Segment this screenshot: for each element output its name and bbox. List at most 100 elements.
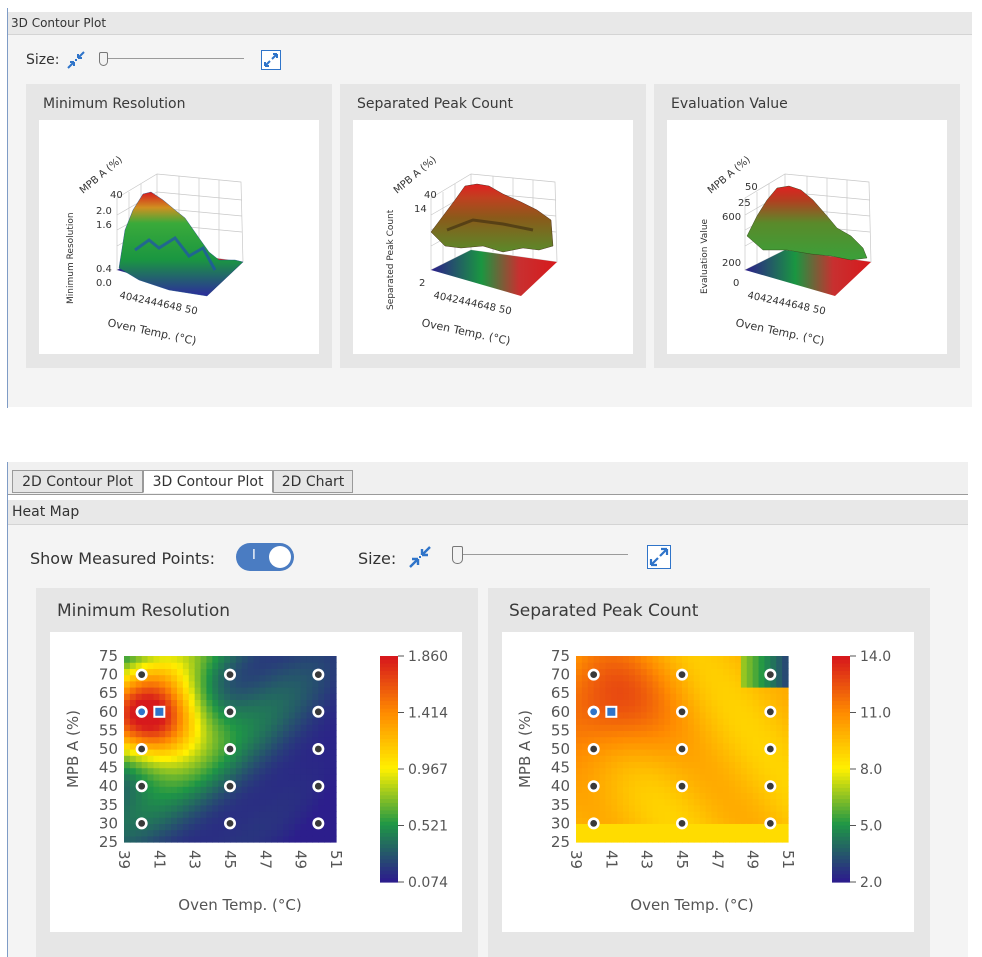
heatmap-cell xyxy=(247,699,255,707)
heatmap-area[interactable]: 75 70 65 60 55 50 45 40 35 30 25 39 41 43 45 47 49 51 MPB … xyxy=(502,632,914,932)
heatmap-cell xyxy=(617,724,624,731)
heatmap-cell xyxy=(634,773,642,781)
heatmap-cell xyxy=(746,724,754,731)
heatmap-cell xyxy=(746,699,754,707)
heatmap-cell xyxy=(200,662,208,669)
show-measured-points-toggle[interactable]: I xyxy=(236,543,294,571)
z-tick: 0.4 xyxy=(96,264,112,275)
heatmap-cell xyxy=(581,730,589,738)
heatmap-cell xyxy=(670,811,677,818)
heatmap-cell xyxy=(129,829,137,837)
heatmap-cell xyxy=(253,656,261,663)
colorbar-segment xyxy=(832,678,850,683)
x-ticks: 4042444648 50 xyxy=(432,290,512,317)
tab-2d-contour-plot[interactable]: 2D Contour Plot xyxy=(12,470,143,493)
heatmap-cell xyxy=(640,792,648,800)
heatmap-cell xyxy=(177,687,184,694)
bottom-size-slider-thumb[interactable] xyxy=(452,546,463,564)
heatmap-cell xyxy=(188,687,196,694)
heatmap-area[interactable]: 75 70 65 60 55 50 45 40 35 30 25 39 41 43 45 47 49 51 MPB … xyxy=(50,632,462,932)
heatmap-cell xyxy=(581,674,589,682)
heatmap-cell xyxy=(752,674,760,682)
heatmap-cell xyxy=(599,761,607,769)
heatmap-cell xyxy=(664,674,671,682)
heatmap-cell xyxy=(587,835,595,843)
heatmap-cell xyxy=(705,823,713,831)
heatmap-cell xyxy=(676,724,683,731)
heatmap-cell xyxy=(723,742,730,750)
heatmap-cell xyxy=(165,780,172,787)
heatmap-cell xyxy=(177,755,184,762)
heatmap-cell xyxy=(253,829,261,837)
heatmap-cell xyxy=(188,674,196,682)
heatmap-cell xyxy=(182,699,190,707)
heatmap-cell xyxy=(699,773,707,781)
heatmap-cell xyxy=(723,786,730,793)
heatmap-cell xyxy=(300,749,308,756)
heatmap-cell xyxy=(259,668,266,676)
heatmap-cell xyxy=(646,699,654,707)
plot-3d-area[interactable]: MPB A (%) 40 Separated Peak Count 14 2 4… xyxy=(353,120,633,354)
heatmap-cell xyxy=(212,761,219,769)
colorbar-segment xyxy=(380,671,398,676)
plot-3d-area[interactable]: MPB A (%) 40 Minimum Resolution 2.0 1.6 … xyxy=(39,120,319,354)
tab-3d-contour-plot[interactable]: 3D Contour Plot xyxy=(143,470,273,493)
heatmap-cell xyxy=(646,798,654,806)
heatmap-cell xyxy=(576,724,583,731)
colorbar-segment xyxy=(380,817,398,823)
expand-icon[interactable] xyxy=(261,50,281,70)
heatmap-cell xyxy=(629,811,636,818)
heatmap-cell xyxy=(277,699,284,707)
heatmap-cell xyxy=(634,823,642,831)
selected-point xyxy=(590,708,598,716)
tab-2d-chart[interactable]: 2D Chart xyxy=(273,470,353,493)
heatmap-cell xyxy=(330,674,337,682)
heatmap-cell xyxy=(318,656,325,663)
heatmap-cell xyxy=(658,792,665,800)
measured-point-center xyxy=(678,708,686,716)
heatmap-cell xyxy=(300,817,308,824)
heatmap-cell xyxy=(634,798,642,806)
plot-3d-area[interactable]: MPB A (%) 50 25 Evaluation Value 600 200… xyxy=(667,120,947,354)
heatmap-cell xyxy=(776,730,783,738)
colorbar-segment xyxy=(380,863,398,868)
measured-point-center xyxy=(226,671,234,678)
heatmap-cell xyxy=(271,693,278,700)
heatmap-cell xyxy=(324,823,331,831)
x-tick-label: 39 xyxy=(567,850,585,869)
top-panel-header: 3D Contour Plot xyxy=(8,12,972,35)
heatmap-cell xyxy=(300,823,308,831)
shrink-icon[interactable] xyxy=(66,50,86,70)
heatmap-cell xyxy=(224,835,231,843)
heatmap-cell xyxy=(587,718,595,725)
heatmap-cell xyxy=(288,680,296,688)
shrink-icon[interactable] xyxy=(407,544,433,570)
heatmap-cell xyxy=(752,730,760,738)
bottom-size-slider-track[interactable] xyxy=(458,554,628,555)
heatmap-cell xyxy=(306,823,314,831)
heatmap-cell xyxy=(288,705,296,713)
heatmap-cell xyxy=(699,730,707,738)
heatmap-cell xyxy=(129,804,137,812)
heatmap-cell xyxy=(640,724,648,731)
heatmap-cell xyxy=(165,798,172,806)
heatmap-cell xyxy=(782,687,789,694)
top-size-slider-track[interactable] xyxy=(104,58,244,59)
heatmap-cell xyxy=(159,736,166,744)
heatmap-cell xyxy=(259,792,266,800)
heatmap-cell xyxy=(294,767,302,775)
expand-icon[interactable] xyxy=(647,545,671,569)
heatmap-cell xyxy=(752,755,760,762)
heatmap-cell xyxy=(687,674,695,682)
top-size-slider-thumb[interactable] xyxy=(99,52,108,66)
heatmap-cell xyxy=(182,773,190,781)
heatmap-cell xyxy=(283,687,290,694)
heatmap-cell xyxy=(247,674,255,682)
heatmap-cell xyxy=(265,687,272,694)
heatmap-cell xyxy=(224,656,231,663)
heatmap-cell xyxy=(664,656,671,663)
heatmap-cell xyxy=(735,786,742,793)
heatmap-cell xyxy=(699,804,707,812)
